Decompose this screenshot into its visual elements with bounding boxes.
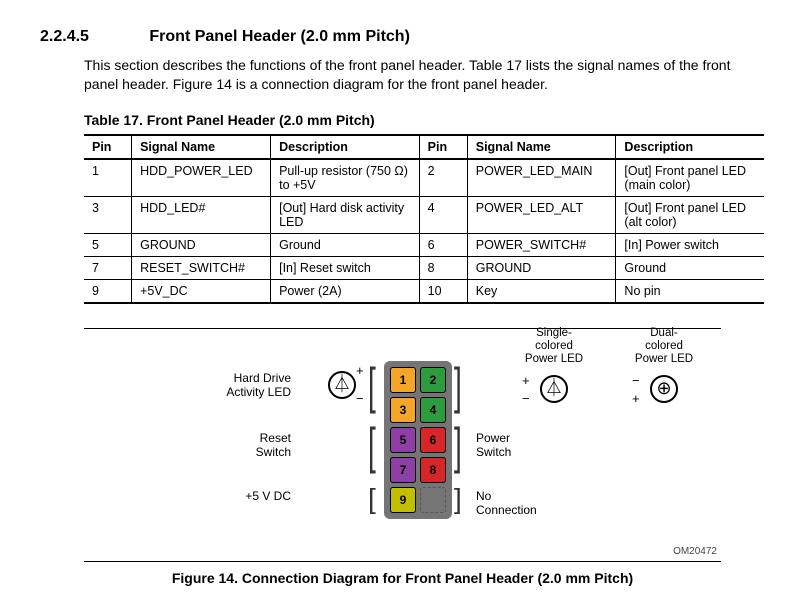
table-cell: RESET_SWITCH# — [132, 256, 271, 279]
led-icon: ⏃ — [328, 371, 356, 399]
bracket-icon — [368, 362, 376, 412]
col-header: Signal Name — [132, 135, 271, 159]
top-label: Single- colored Power LED — [514, 327, 594, 367]
bracket-icon — [368, 422, 376, 472]
plus-icon: − — [632, 373, 640, 388]
col-header: Description — [616, 135, 764, 159]
table-row: 3HDD_LED#[Out] Hard disk activity LED4PO… — [84, 196, 764, 233]
connection-diagram: 123456789Hard Drive Activity LED+−⏃Reset… — [84, 347, 721, 557]
table-cell: 6 — [419, 233, 467, 256]
left-label: Hard Drive Activity LED — [201, 371, 291, 400]
table-cell: 5 — [84, 233, 132, 256]
pin-9: 9 — [390, 487, 416, 513]
table-cell: [Out] Front panel LED (main color) — [616, 159, 764, 197]
table-cell: POWER_LED_MAIN — [467, 159, 616, 197]
table-row: 7RESET_SWITCH#[In] Reset switch8GROUNDGr… — [84, 256, 764, 279]
col-header: Pin — [84, 135, 132, 159]
plus-icon: + — [522, 373, 530, 388]
right-label: Power Switch — [476, 431, 511, 460]
figure-caption: Figure 14. Connection Diagram for Front … — [84, 570, 721, 586]
table-cell: HDD_LED# — [132, 196, 271, 233]
section-title: Front Panel Header (2.0 mm Pitch) — [149, 28, 410, 46]
table-cell: Ground — [616, 256, 764, 279]
pin-1: 1 — [390, 367, 416, 393]
table-cell: POWER_SWITCH# — [467, 233, 616, 256]
left-label: Reset Switch — [201, 431, 291, 460]
table-cell: 9 — [84, 279, 132, 303]
pin-block: 123456789 — [384, 361, 452, 519]
table-row: 5GROUNDGround6POWER_SWITCH#[In] Power sw… — [84, 233, 764, 256]
table-cell: GROUND — [467, 256, 616, 279]
front-panel-table: PinSignal NameDescriptionPinSignal NameD… — [84, 134, 764, 304]
led-icon: ⊕ — [650, 375, 678, 403]
pin-5: 5 — [390, 427, 416, 453]
bracket-icon — [454, 485, 462, 513]
table-cell: 4 — [419, 196, 467, 233]
table-cell: Ground — [271, 233, 420, 256]
table-cell: [In] Power switch — [616, 233, 764, 256]
table-cell: POWER_LED_ALT — [467, 196, 616, 233]
table-cell: [In] Reset switch — [271, 256, 420, 279]
minus-icon: − — [522, 391, 530, 406]
col-header: Description — [271, 135, 420, 159]
section-number: 2.2.4.5 — [40, 28, 89, 46]
pin-2: 2 — [420, 367, 446, 393]
table-cell: HDD_POWER_LED — [132, 159, 271, 197]
pin-10 — [420, 487, 446, 513]
minus-icon: − — [356, 391, 364, 406]
table-cell: +5V_DC — [132, 279, 271, 303]
plus-icon: + — [356, 363, 364, 378]
table-cell: 7 — [84, 256, 132, 279]
table-caption: Table 17. Front Panel Header (2.0 mm Pit… — [84, 112, 765, 128]
col-header: Pin — [419, 135, 467, 159]
table-cell: Key — [467, 279, 616, 303]
table-cell: Power (2A) — [271, 279, 420, 303]
table-cell: 2 — [419, 159, 467, 197]
led-icon: ⏃ — [540, 375, 568, 403]
col-header: Signal Name — [467, 135, 616, 159]
figure-rule-bottom — [84, 561, 721, 562]
table-row: 1HDD_POWER_LEDPull-up resistor (750 Ω) t… — [84, 159, 764, 197]
table-cell: [Out] Hard disk activity LED — [271, 196, 420, 233]
right-label: No Connection — [476, 489, 537, 518]
table-cell: Pull-up resistor (750 Ω) to +5V — [271, 159, 420, 197]
figure-code: OM20472 — [673, 546, 717, 557]
pin-3: 3 — [390, 397, 416, 423]
bracket-icon — [368, 485, 376, 513]
bracket-icon — [454, 422, 462, 472]
table-cell: 1 — [84, 159, 132, 197]
table-cell: 3 — [84, 196, 132, 233]
section-body: This section describes the functions of … — [84, 56, 765, 94]
table-row: 9+5V_DCPower (2A)10KeyNo pin — [84, 279, 764, 303]
pin-7: 7 — [390, 457, 416, 483]
table-cell: [Out] Front panel LED (alt color) — [616, 196, 764, 233]
table-cell: 8 — [419, 256, 467, 279]
table-cell: GROUND — [132, 233, 271, 256]
minus-icon: + — [632, 391, 640, 406]
left-label: +5 V DC — [201, 489, 291, 503]
bracket-icon — [454, 362, 462, 412]
top-label: Dual- colored Power LED — [624, 327, 704, 367]
pin-4: 4 — [420, 397, 446, 423]
table-cell: No pin — [616, 279, 764, 303]
pin-6: 6 — [420, 427, 446, 453]
table-cell: 10 — [419, 279, 467, 303]
pin-8: 8 — [420, 457, 446, 483]
